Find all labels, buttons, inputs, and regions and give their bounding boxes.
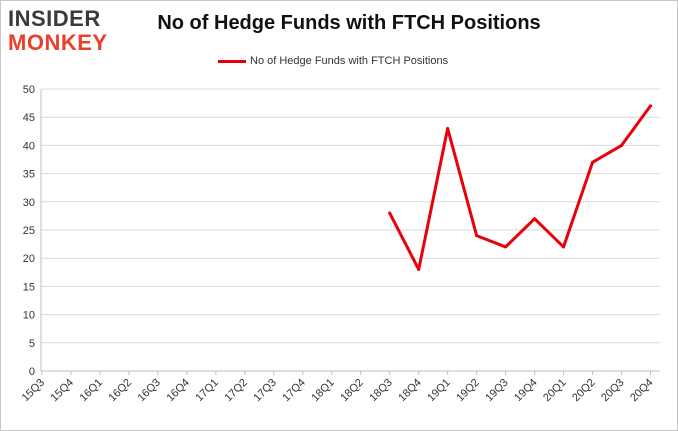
logo-line-2: MONKEY <box>8 30 108 55</box>
x-tick-label: 19Q4 <box>512 377 540 405</box>
data-point <box>562 245 566 249</box>
x-tick-label: 20Q2 <box>570 377 598 405</box>
x-tick-label: 15Q4 <box>49 377 77 405</box>
legend-label: No of Hedge Funds with FTCH Positions <box>250 55 449 67</box>
x-tick-label: 17Q2 <box>222 377 250 405</box>
x-tick-label: 19Q2 <box>454 377 482 405</box>
x-tick-label: 18Q3 <box>367 377 395 405</box>
x-tick-label: 19Q3 <box>483 377 511 405</box>
y-tick-label: 0 <box>29 366 35 378</box>
data-point <box>533 217 537 221</box>
series-line <box>388 104 652 271</box>
x-tick-label: 17Q1 <box>193 377 221 405</box>
y-tick-label: 5 <box>29 338 35 350</box>
y-tick-label: 25 <box>23 225 35 237</box>
x-tick-label: 18Q2 <box>338 377 366 405</box>
data-point <box>475 234 479 238</box>
x-tick-label: 16Q3 <box>136 377 164 405</box>
data-point <box>417 267 421 271</box>
data-point <box>649 104 652 108</box>
x-tick-label: 16Q2 <box>107 377 135 405</box>
x-tick-label: 16Q1 <box>78 377 106 405</box>
y-tick-label: 10 <box>23 310 35 322</box>
x-tick-label: 18Q1 <box>309 377 337 405</box>
data-point <box>591 160 595 164</box>
y-tick-label: 20 <box>23 253 35 265</box>
data-point <box>388 211 392 215</box>
y-tick-label: 35 <box>23 169 35 181</box>
x-tick-label: 17Q3 <box>251 377 279 405</box>
data-point <box>620 143 624 147</box>
logo-line-1: INSIDER <box>8 6 101 31</box>
chart-title: No of Hedge Funds with FTCH Positions <box>157 12 541 34</box>
chart-legend: No of Hedge Funds with FTCH Positions <box>218 52 448 70</box>
x-tick-label: 16Q4 <box>164 377 192 405</box>
x-tick-label: 15Q3 <box>20 377 48 405</box>
data-point <box>504 245 508 249</box>
y-tick-label: 40 <box>23 140 35 152</box>
y-tick-label: 45 <box>23 112 35 124</box>
x-tick-label: 18Q4 <box>396 377 424 405</box>
x-tick-label: 17Q4 <box>280 377 308 405</box>
y-tick-label: 50 <box>23 84 35 96</box>
legend-swatch <box>218 59 246 63</box>
x-tick-label: 20Q1 <box>541 377 569 405</box>
data-point <box>446 126 450 130</box>
x-tick-label: 20Q4 <box>628 377 656 405</box>
insider-monkey-logo: INSIDER MONKEY <box>8 6 130 56</box>
x-tick-label: 20Q3 <box>599 377 627 405</box>
y-tick-label: 15 <box>23 281 35 293</box>
y-tick-label: 30 <box>23 197 35 209</box>
x-tick-label: 19Q1 <box>425 377 453 405</box>
